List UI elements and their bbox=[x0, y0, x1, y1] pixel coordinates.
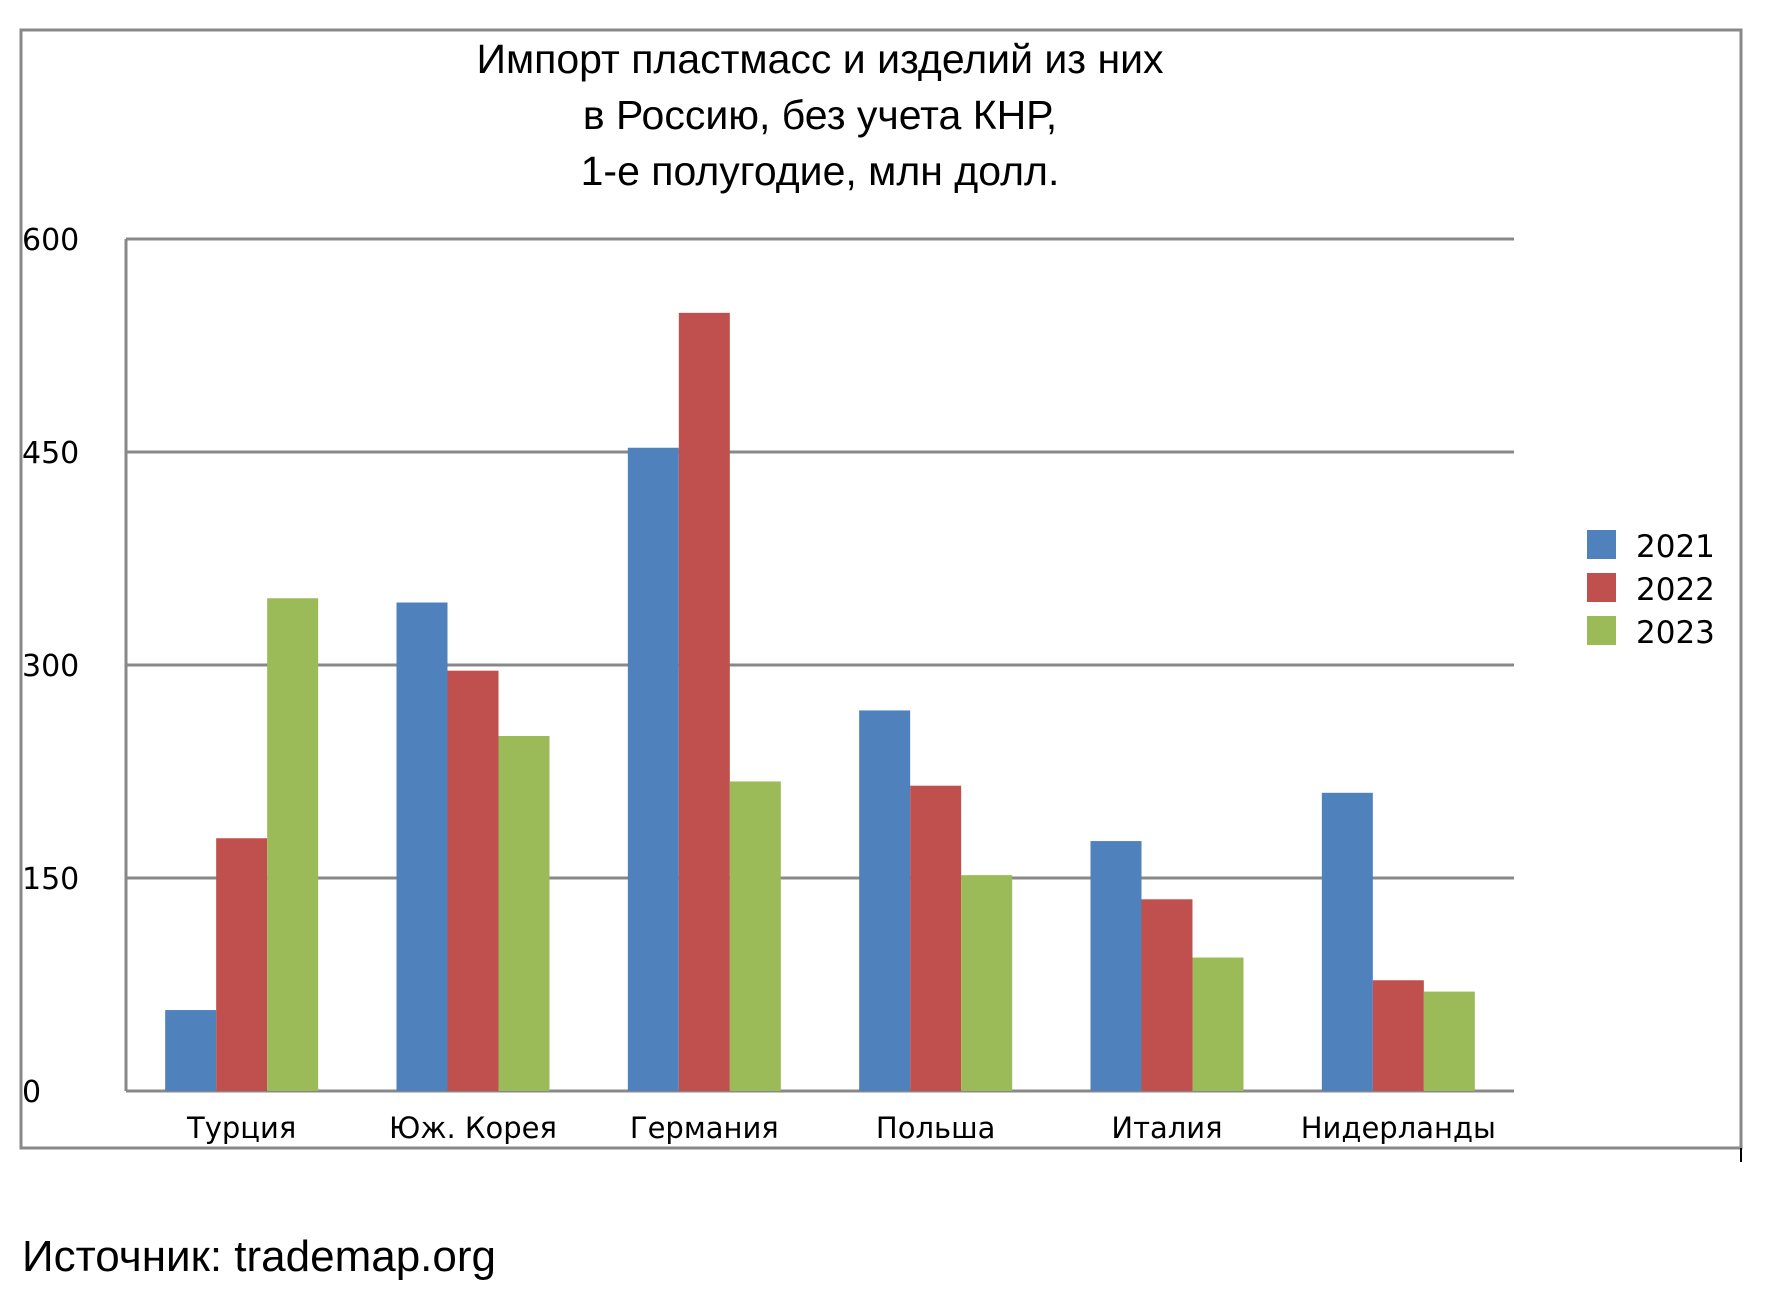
chart-title-line: в Россию, без учета КНР, bbox=[583, 92, 1057, 138]
y-tick-label: 600 bbox=[22, 223, 79, 258]
bar-2021 bbox=[859, 710, 911, 1091]
x-tick-label: Италия bbox=[1111, 1111, 1222, 1145]
y-tick-label: 300 bbox=[22, 649, 79, 684]
chart-title-line: Импорт пластмасс и изделий из них bbox=[476, 36, 1164, 82]
bar-2022 bbox=[216, 838, 268, 1091]
chart-title-line: 1-е полугодие, млн долл. bbox=[581, 148, 1060, 194]
bar-2022 bbox=[910, 785, 962, 1091]
bar-2023 bbox=[729, 781, 781, 1091]
bar-2021 bbox=[1321, 792, 1373, 1091]
bar-2022 bbox=[1141, 899, 1193, 1091]
bar-2023 bbox=[1192, 957, 1244, 1091]
bar-2023 bbox=[961, 875, 1013, 1091]
bar-2021 bbox=[396, 602, 448, 1091]
legend-label: 2022 bbox=[1636, 572, 1715, 608]
bar-2023 bbox=[498, 736, 550, 1091]
bar-2021 bbox=[165, 1010, 217, 1091]
y-tick-label: 0 bbox=[22, 1075, 41, 1110]
x-tick-label: Нидерланды bbox=[1301, 1111, 1496, 1145]
legend-label: 2021 bbox=[1636, 529, 1715, 565]
bar-2022 bbox=[1372, 980, 1424, 1091]
bar-2022 bbox=[447, 670, 499, 1091]
source-note: Источник: trademap.org bbox=[22, 1232, 496, 1281]
bar-2022 bbox=[678, 312, 730, 1092]
bar-2021 bbox=[1090, 841, 1142, 1091]
bar-2023 bbox=[1423, 991, 1475, 1091]
bar-2023 bbox=[267, 598, 319, 1091]
y-tick-label: 450 bbox=[22, 436, 79, 471]
x-tick-label: Польша bbox=[876, 1111, 995, 1145]
legend-swatch bbox=[1587, 573, 1616, 602]
legend-swatch bbox=[1587, 530, 1616, 559]
x-tick-label: Германия bbox=[630, 1111, 779, 1145]
x-tick-label: Турция bbox=[186, 1111, 296, 1145]
x-tick-label: Юж. Корея bbox=[389, 1111, 557, 1145]
legend-swatch bbox=[1587, 616, 1616, 645]
y-tick-label: 150 bbox=[22, 862, 79, 897]
bar-2021 bbox=[627, 447, 679, 1091]
legend-label: 2023 bbox=[1636, 615, 1715, 651]
